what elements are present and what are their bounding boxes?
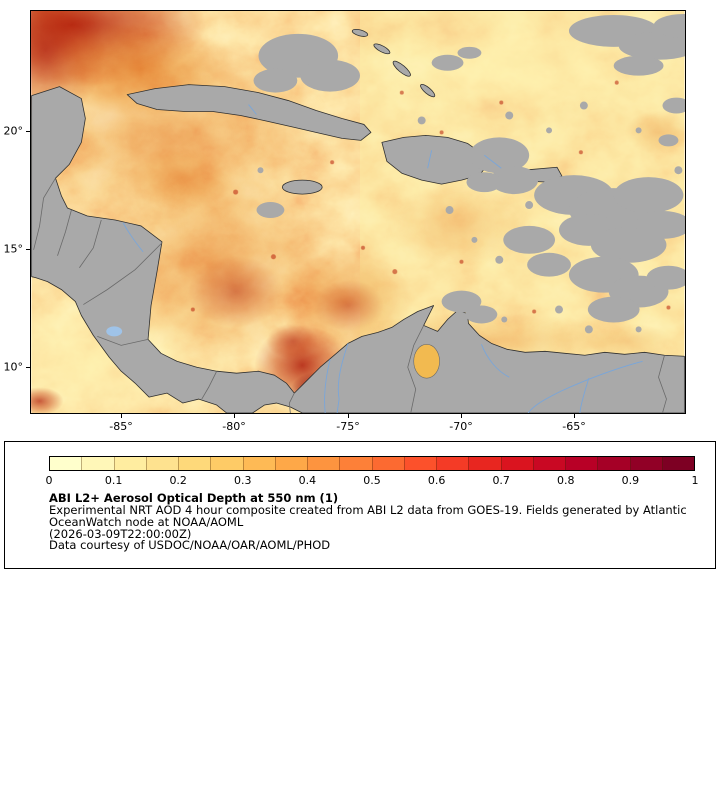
colorbar-segment xyxy=(178,457,211,470)
colorbar-segment xyxy=(661,457,694,470)
colorbar-segment xyxy=(307,457,340,470)
colorbar-tick-0-5: 0.5 xyxy=(363,474,381,487)
colorbar-tick-0-9: 0.9 xyxy=(621,474,640,487)
rivers xyxy=(122,104,643,413)
colorbar-segment xyxy=(565,457,598,470)
lat-tick-mark-10 xyxy=(26,367,31,368)
lat-tick-mark-15 xyxy=(26,249,31,250)
land-cuba xyxy=(126,84,372,141)
colorbar-segment xyxy=(242,457,275,470)
land-bahamas xyxy=(351,28,436,98)
lat-tick-label-20: 20° xyxy=(3,124,24,138)
lake-nicaragua xyxy=(106,326,123,337)
land-central-south-america xyxy=(31,86,685,413)
legend-description-line-1: Experimental NRT AOD 4 hour composite cr… xyxy=(49,503,687,517)
lon-tick-mark--65 xyxy=(574,413,575,418)
cloud-specks xyxy=(256,46,685,334)
legend-box: 0 0.1 0.2 0.3 0.4 0.5 0.6 0.7 0.8 0.9 1 … xyxy=(4,441,716,569)
map-panel: 20° 15° 10° -85° -80° -75° -70° -65° xyxy=(4,10,686,433)
colorbar-segment xyxy=(81,457,114,470)
lon-tick-mark--75 xyxy=(348,413,349,418)
colorbar-segment xyxy=(500,457,533,470)
colorbar-segment xyxy=(436,457,469,470)
colorbar-tick-labels: 0 0.1 0.2 0.3 0.4 0.5 0.6 0.7 0.8 0.9 1 xyxy=(45,474,699,488)
colorbar-segment xyxy=(629,457,662,470)
legend-description-line-2: OceanWatch node at NOAA/AOML xyxy=(49,514,244,529)
colorbar-tick-0-7: 0.7 xyxy=(492,474,510,487)
lon-tick-label--85: -85° xyxy=(109,420,133,433)
cloud-blob-southeast xyxy=(568,256,685,323)
colorbar-tick-0-8: 0.8 xyxy=(557,474,575,487)
colorbar-segment xyxy=(50,457,82,470)
cloud-layer xyxy=(253,13,685,334)
colorbar-segment xyxy=(468,457,501,470)
colorbar-tick-0: 0 xyxy=(45,474,53,487)
colorbar-segment xyxy=(532,457,565,470)
lat-tick-mark-20 xyxy=(26,131,31,132)
cloud-blob-east-large xyxy=(534,175,685,263)
aod-map xyxy=(31,11,685,413)
lon-tick-mark--70 xyxy=(461,413,462,418)
lon-tick-label--70: -70° xyxy=(449,420,473,433)
lon-tick-mark--85 xyxy=(121,413,122,418)
colorbar-tick-0-1: 0.1 xyxy=(104,474,123,487)
colorbar-segment xyxy=(210,457,243,470)
colorbar-segment xyxy=(274,457,307,470)
lat-tick-label-10: 10° xyxy=(3,360,24,374)
country-borders xyxy=(33,177,667,413)
land-layer xyxy=(31,28,685,413)
colorbar-segment xyxy=(339,457,372,470)
land-jamaica xyxy=(281,179,323,195)
lon-tick-label--75: -75° xyxy=(336,420,360,433)
colorbar-segment xyxy=(597,457,630,470)
colorbar-segment xyxy=(145,457,178,470)
lat-tick-label-15: 15° xyxy=(3,242,24,256)
colorbar-tick-0-2: 0.2 xyxy=(169,474,187,487)
cloud-blob-central xyxy=(466,137,539,195)
colorbar-tick-0-3: 0.3 xyxy=(234,474,252,487)
cloud-blob-north-cuba xyxy=(253,33,360,93)
colorbar-segment xyxy=(403,457,436,470)
legend-title: ABI L2+ Aerosol Optical Depth at 550 nm … xyxy=(49,491,339,505)
lon-tick-label--80: -80° xyxy=(222,420,246,433)
aod-hotspots xyxy=(31,11,685,413)
colorbar-segment xyxy=(371,457,404,470)
colorbar-tick-1: 1 xyxy=(691,474,699,487)
colorbar-tick-0-6: 0.6 xyxy=(427,474,446,487)
cloud-blob-top-right xyxy=(568,13,685,76)
colorbar-segment xyxy=(113,457,146,470)
lon-tick-label--65: -65° xyxy=(562,420,586,433)
legend-description-line-4: Data courtesy of USDOC/NOAA/OAR/AOML/PHO… xyxy=(49,538,331,553)
colorbar xyxy=(49,456,695,471)
colorbar-tick-0-4: 0.4 xyxy=(298,474,317,487)
lon-tick-mark--80 xyxy=(234,413,235,418)
lake-maracaibo xyxy=(413,344,440,379)
legend-description-line-3: (2026-03-09T22:00:00Z) xyxy=(49,526,192,541)
